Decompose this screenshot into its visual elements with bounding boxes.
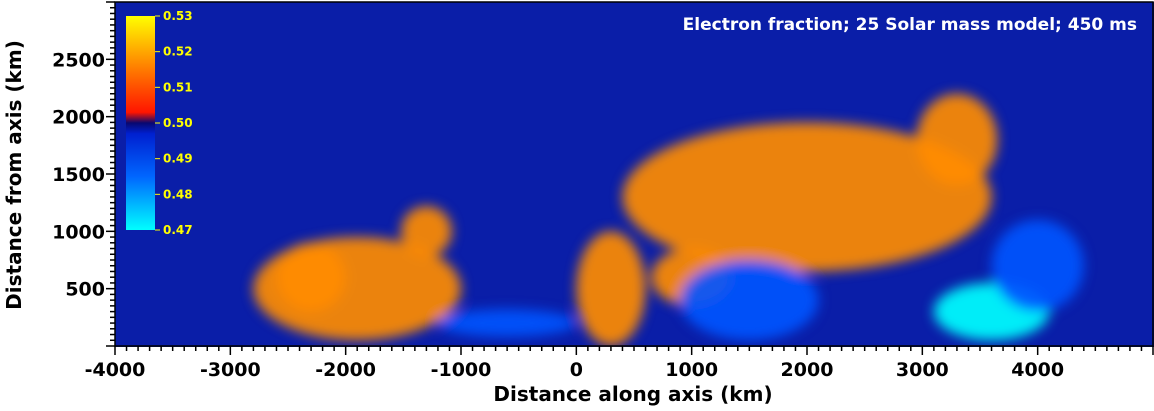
heatmap-region	[437, 309, 577, 337]
y-tick-label: 500	[65, 279, 105, 301]
heatmap-region	[991, 219, 1084, 312]
x-tick-label: -2000	[315, 359, 376, 381]
heatmap-field	[253, 93, 1084, 346]
x-tick-label: 1000	[665, 359, 718, 381]
colorbar-tick-label: 0.51	[163, 80, 193, 94]
x-tick-label: -4000	[85, 359, 146, 381]
y-axis-title: Distance from axis (km)	[2, 40, 26, 310]
y-tick-label: 2500	[52, 49, 105, 71]
y-tick-label: 1000	[52, 221, 105, 243]
x-axis: -4000 -3000 -2000 -1000 0 1000 2000 3000 4000	[85, 346, 1154, 381]
y-tick-label: 2000	[52, 107, 105, 129]
x-tick-label: 3000	[896, 359, 949, 381]
colorbar: 0.53 0.52 0.51 0.50 0.49 0.48 0.47	[126, 9, 193, 237]
y-tick-label: 1500	[52, 164, 105, 186]
colorbar-tick-label: 0.52	[163, 45, 193, 59]
plot-title: Electron fraction; 25 Solar mass model; …	[683, 15, 1137, 35]
x-axis-title: Distance along axis (km)	[493, 382, 772, 406]
heatmap-region	[276, 242, 346, 312]
heatmap-region	[622, 122, 992, 272]
x-tick-label: -3000	[200, 359, 261, 381]
heatmap-region	[680, 260, 819, 341]
colorbar-tick-label: 0.50	[163, 116, 193, 130]
colorbar-tick-label: 0.48	[163, 187, 193, 201]
heatmap-region	[916, 93, 998, 186]
colorbar-tick-label: 0.53	[163, 9, 193, 23]
heatmap-region	[576, 231, 646, 346]
x-tick-label: 2000	[781, 359, 834, 381]
y-axis: 500 1000 1500 2000 2500	[52, 1, 115, 347]
x-tick-label: 0	[570, 359, 583, 381]
heatmap-region	[401, 206, 452, 257]
x-tick-label: -1000	[431, 359, 492, 381]
colorbar-tick-label: 0.49	[163, 152, 193, 166]
colorbar-tick-label: 0.47	[163, 223, 193, 237]
colorbar-ticks: 0.53 0.52 0.51 0.50 0.49 0.48 0.47	[155, 9, 193, 237]
x-tick-label: 4000	[1011, 359, 1064, 381]
colorbar-gradient	[126, 16, 155, 230]
